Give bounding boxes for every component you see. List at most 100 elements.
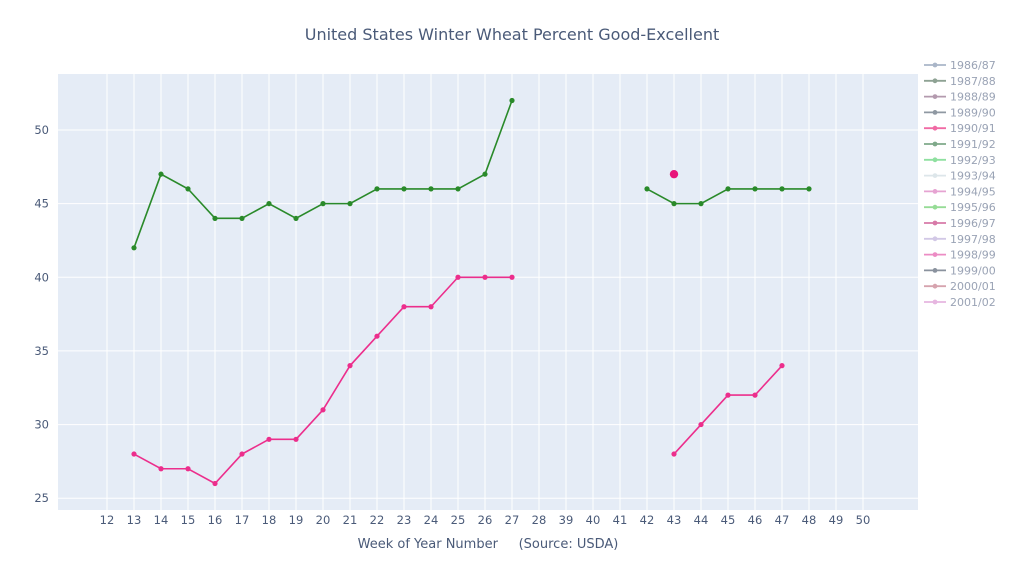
- data-point: [239, 451, 245, 457]
- data-point: [671, 451, 677, 457]
- data-point: [671, 201, 677, 207]
- legend-item[interactable]: 1993/94: [924, 170, 996, 183]
- legend-label: 1996/97: [950, 217, 996, 230]
- legend-label: 1986/87: [950, 59, 996, 72]
- x-tick-label: 47: [775, 513, 790, 527]
- data-point: [509, 97, 515, 104]
- x-tick-label: 49: [829, 513, 844, 527]
- legend-item[interactable]: 1994/95: [924, 185, 996, 198]
- data-point: [320, 201, 326, 207]
- legend-item[interactable]: 2001/02: [924, 296, 996, 309]
- legend-item[interactable]: 1988/89: [924, 91, 996, 104]
- legend-item[interactable]: 1999/00: [924, 264, 996, 277]
- x-tick-label: 48: [802, 513, 817, 527]
- data-point: [779, 186, 785, 192]
- legend-swatch-marker: [932, 173, 938, 179]
- data-point: [374, 333, 380, 339]
- legend-swatch-marker: [932, 62, 938, 68]
- x-tick-label: 13: [127, 513, 142, 527]
- legend-item[interactable]: 1995/96: [924, 201, 996, 214]
- data-point: [752, 392, 758, 398]
- data-point: [212, 480, 218, 487]
- x-tick-label: 18: [262, 513, 277, 527]
- x-tick-label: 45: [721, 513, 736, 527]
- data-point: [374, 186, 380, 192]
- data-point: [293, 436, 299, 442]
- x-tick-label: 19: [289, 513, 304, 527]
- legend-swatch-marker: [932, 268, 938, 273]
- legend-label: 1998/99: [950, 249, 996, 262]
- legend-swatch-marker: [932, 189, 938, 194]
- x-axis: 12 13 14 15 16 17 18 19 20 21 22 23 24 25 26 27 28 39 40 41…: [100, 513, 871, 527]
- data-point: [131, 451, 137, 457]
- x-tick-label: 26: [478, 513, 493, 527]
- x-tick-label: 42: [640, 513, 655, 527]
- legend-swatch-marker: [932, 220, 938, 226]
- data-point: [293, 215, 299, 221]
- series-layer: [131, 97, 812, 487]
- y-axis: 25 30 35 40 45 50: [34, 123, 49, 505]
- legend-item[interactable]: 1998/99: [924, 249, 996, 262]
- series-1: [131, 274, 785, 487]
- y-tick-label: 45: [34, 197, 49, 211]
- legend-label: 1997/98: [950, 233, 996, 246]
- legend-label: 1987/88: [950, 75, 996, 88]
- legend-label: 2001/02: [950, 296, 996, 309]
- data-point: [158, 466, 164, 472]
- x-tick-label: 44: [694, 513, 709, 527]
- data-point: [212, 215, 218, 221]
- legend-label: 1992/93: [950, 154, 996, 167]
- data-point: [266, 436, 272, 442]
- data-point: [131, 245, 137, 251]
- x-tick-label: 39: [559, 513, 574, 527]
- legend-item[interactable]: 1990/91: [924, 122, 996, 135]
- legend-item[interactable]: 1991/92: [924, 138, 996, 151]
- legend-item[interactable]: 1986/87: [924, 59, 996, 72]
- legend-item[interactable]: 2000/01: [924, 280, 996, 293]
- y-tick-label: 50: [34, 123, 49, 137]
- data-point: [455, 274, 461, 280]
- data-point: [698, 421, 704, 428]
- legend-label: 1990/91: [950, 122, 996, 135]
- x-tick-label: 17: [235, 513, 250, 527]
- data-point: [752, 186, 758, 192]
- x-tick-label: 41: [613, 513, 628, 527]
- x-tick-label: 27: [505, 513, 520, 527]
- data-point: [239, 215, 245, 221]
- legend[interactable]: 1986/87 1987/88 1988/89 1989/90 1990/91 1991/…: [924, 59, 996, 309]
- x-tick-label: 25: [451, 513, 466, 527]
- x-tick-label: 24: [424, 513, 439, 527]
- x-tick-label: 20: [316, 513, 331, 527]
- chart-title: United States Winter Wheat Percent Good-…: [305, 25, 720, 44]
- data-point: [428, 186, 434, 192]
- legend-label: 1988/89: [950, 91, 996, 104]
- legend-item[interactable]: 1996/97: [924, 217, 996, 230]
- legend-swatch-marker: [932, 299, 938, 305]
- legend-swatch-marker: [932, 157, 938, 163]
- x-tick-label: 15: [181, 513, 196, 527]
- data-point: [347, 363, 353, 369]
- data-point: [779, 363, 785, 369]
- legend-swatch-marker: [932, 283, 938, 289]
- legend-item[interactable]: 1987/88: [924, 75, 996, 88]
- legend-item[interactable]: 1989/90: [924, 106, 996, 119]
- legend-item[interactable]: 1992/93: [924, 154, 996, 167]
- x-tick-label: 16: [208, 513, 223, 527]
- data-point: [185, 186, 191, 192]
- legend-swatch-marker: [932, 94, 938, 99]
- data-point: [482, 274, 488, 280]
- legend-item[interactable]: 1997/98: [924, 233, 996, 246]
- y-tick-label: 25: [34, 491, 49, 505]
- data-point: [725, 186, 731, 192]
- legend-label: 1989/90: [950, 106, 996, 119]
- data-point: [185, 466, 191, 472]
- legend-swatch-marker: [932, 78, 938, 84]
- legend-label: 1994/95: [950, 185, 996, 198]
- x-tick-label: 14: [154, 513, 169, 527]
- data-point: [725, 392, 731, 398]
- legend-swatch-marker: [932, 204, 938, 210]
- data-point: [401, 186, 407, 192]
- x-tick-label: 12: [100, 513, 115, 527]
- single-data-point: [669, 169, 679, 179]
